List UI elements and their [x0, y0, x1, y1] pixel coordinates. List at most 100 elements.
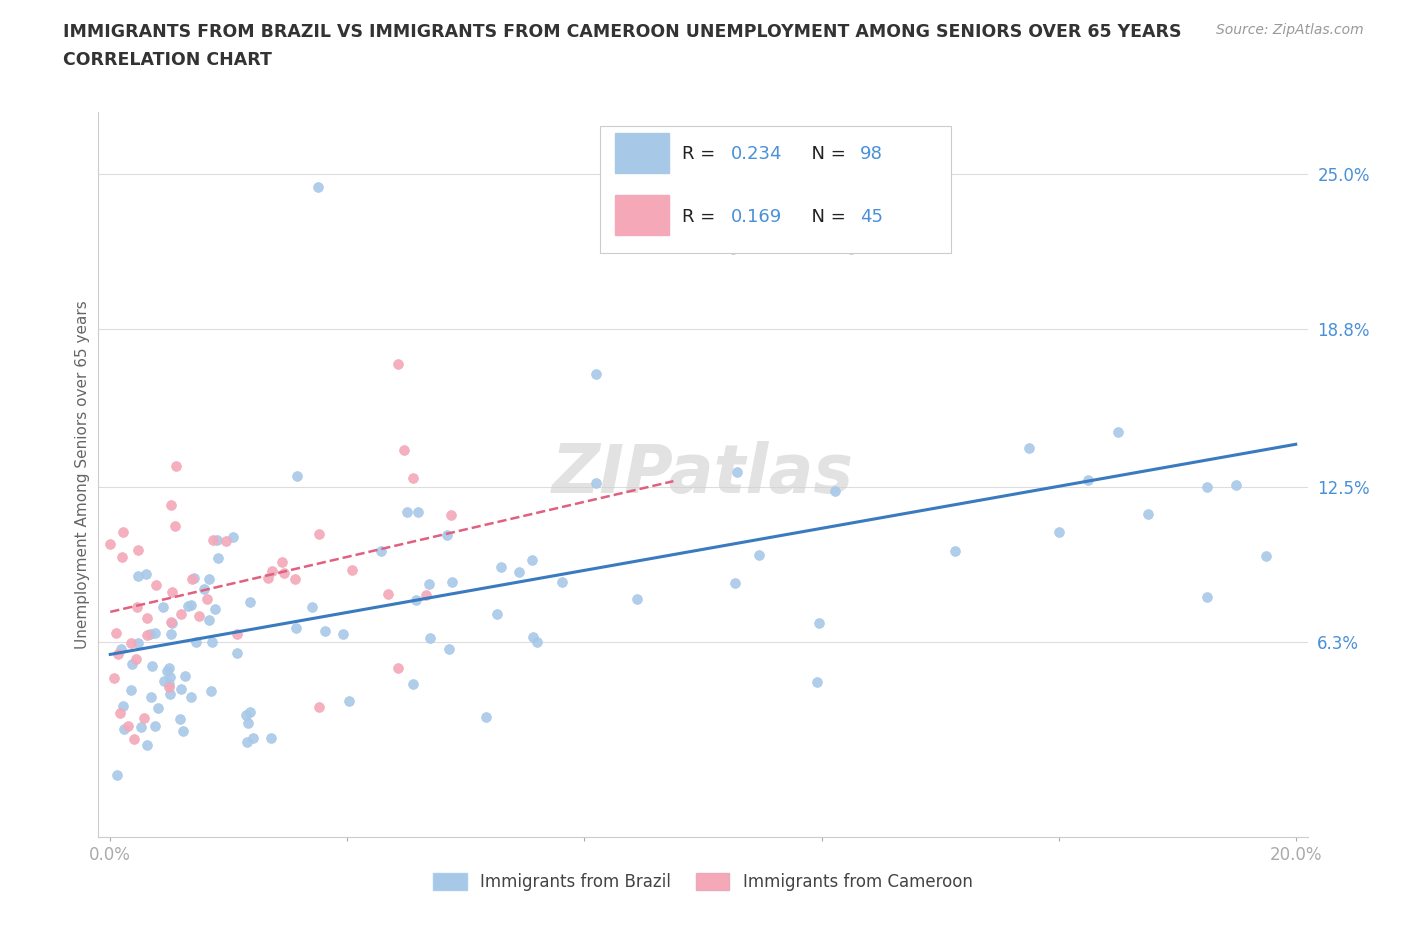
Point	[207, 551, 229, 565]
Point	[257, 570, 280, 585]
Point	[125, 600, 148, 615]
Point	[111, 550, 134, 565]
Point	[271, 555, 294, 570]
Point	[285, 469, 308, 484]
Point	[180, 597, 202, 612]
Point	[205, 532, 228, 547]
Point	[419, 631, 441, 645]
Point	[143, 625, 166, 640]
Point	[127, 542, 149, 557]
Text: 45: 45	[860, 207, 883, 226]
Point	[308, 526, 330, 541]
Point	[157, 677, 180, 692]
Point	[127, 635, 149, 650]
Point	[401, 677, 423, 692]
Point	[1018, 441, 1040, 456]
Point	[273, 565, 295, 580]
Point	[392, 443, 415, 458]
Point	[127, 568, 149, 583]
Point	[489, 560, 512, 575]
Text: ZIPatlas: ZIPatlas	[553, 442, 853, 507]
Point	[725, 464, 748, 479]
Point	[259, 731, 281, 746]
Point	[307, 179, 329, 194]
Point	[239, 594, 262, 609]
Point	[235, 708, 257, 723]
Point	[170, 606, 193, 621]
Point	[117, 718, 139, 733]
Point	[110, 642, 132, 657]
Point	[198, 613, 221, 628]
Point	[526, 634, 548, 649]
Point	[314, 624, 336, 639]
Point	[332, 627, 354, 642]
Point	[159, 660, 181, 675]
Point	[520, 552, 543, 567]
Point	[184, 634, 207, 649]
Point	[475, 710, 498, 724]
Point	[110, 706, 132, 721]
Point	[1077, 472, 1099, 487]
Point	[1107, 424, 1129, 439]
Point	[204, 601, 226, 616]
Point	[112, 722, 135, 737]
Point	[183, 571, 205, 586]
Point	[436, 528, 458, 543]
Point	[122, 731, 145, 746]
Point	[242, 730, 264, 745]
Point	[522, 630, 544, 644]
Text: 0.169: 0.169	[731, 207, 782, 226]
Point	[153, 673, 176, 688]
Point	[724, 576, 747, 591]
Point	[129, 719, 152, 734]
Point	[721, 242, 744, 257]
Point	[585, 476, 607, 491]
Point	[806, 674, 828, 689]
Point	[103, 671, 125, 686]
Point	[387, 660, 409, 675]
Point	[145, 578, 167, 592]
Point	[1195, 479, 1218, 494]
Point	[173, 669, 195, 684]
Text: N =: N =	[800, 145, 851, 163]
Point	[160, 615, 183, 630]
Point	[748, 548, 770, 563]
Point	[943, 543, 966, 558]
Point	[337, 694, 360, 709]
Point	[136, 737, 159, 752]
Point	[406, 504, 429, 519]
Point	[112, 525, 135, 539]
FancyBboxPatch shape	[600, 126, 950, 253]
Point	[159, 686, 181, 701]
Point	[159, 669, 181, 684]
Point	[152, 600, 174, 615]
Text: 0.234: 0.234	[731, 145, 782, 163]
Text: N =: N =	[800, 207, 851, 226]
FancyBboxPatch shape	[614, 133, 669, 173]
Point	[148, 701, 170, 716]
Point	[105, 768, 128, 783]
Point	[105, 625, 128, 640]
Point	[508, 565, 530, 580]
Point	[236, 735, 259, 750]
Point	[284, 572, 307, 587]
Point	[160, 616, 183, 631]
Point	[139, 690, 162, 705]
Text: IMMIGRANTS FROM BRAZIL VS IMMIGRANTS FROM CAMEROON UNEMPLOYMENT AMONG SENIORS OV: IMMIGRANTS FROM BRAZIL VS IMMIGRANTS FRO…	[63, 23, 1182, 41]
Point	[200, 635, 222, 650]
Point	[120, 636, 142, 651]
Point	[551, 575, 574, 590]
Point	[402, 471, 425, 485]
Point	[202, 533, 225, 548]
Point	[839, 242, 862, 257]
Point	[172, 724, 194, 738]
Point	[215, 534, 238, 549]
Point	[156, 663, 179, 678]
Point	[439, 642, 461, 657]
Point	[200, 684, 222, 698]
Text: CORRELATION CHART: CORRELATION CHART	[63, 51, 273, 69]
Point	[415, 588, 437, 603]
Point	[181, 571, 204, 586]
Point	[141, 658, 163, 673]
Legend: Immigrants from Brazil, Immigrants from Cameroon: Immigrants from Brazil, Immigrants from …	[427, 866, 979, 897]
